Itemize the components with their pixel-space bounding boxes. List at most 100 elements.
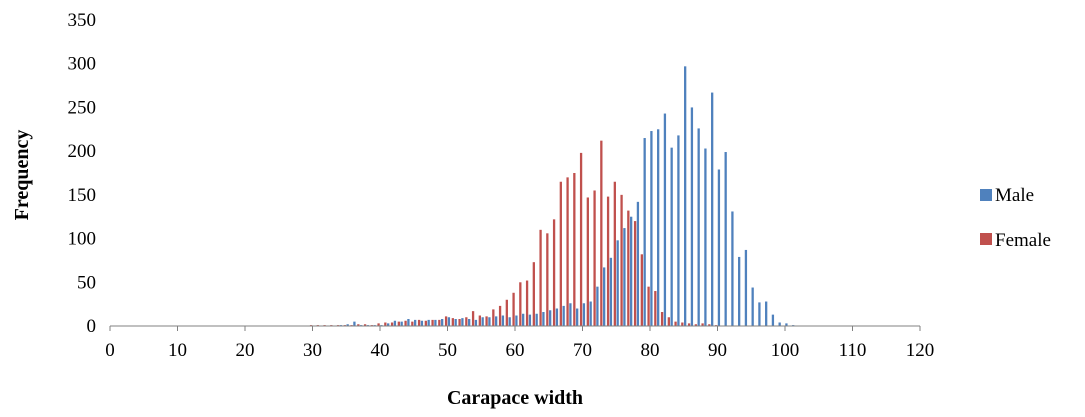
female-bar	[552, 219, 556, 326]
male-bar	[495, 316, 498, 326]
male-bar	[508, 317, 511, 326]
male-bar	[468, 319, 471, 326]
male-bar	[481, 317, 484, 326]
female-bar	[687, 323, 691, 326]
female-bar	[451, 318, 454, 326]
male-bar	[711, 92, 714, 327]
male-bar	[670, 147, 673, 326]
female-bar	[505, 299, 508, 326]
male-bars-series	[339, 66, 795, 327]
x-axis-title: Carapace width	[447, 387, 583, 409]
male-bar	[623, 228, 626, 326]
female-bar	[633, 221, 637, 326]
female-bar	[559, 181, 562, 326]
female-bar	[532, 262, 535, 326]
female-bar	[384, 322, 387, 326]
male-bar	[454, 319, 457, 326]
female-bar	[674, 321, 677, 326]
male-bar	[522, 313, 525, 326]
female-bar	[627, 210, 630, 326]
female-bar	[579, 152, 583, 326]
female-bar	[593, 190, 596, 326]
x-tick-label: 50	[438, 340, 457, 361]
male-bar	[414, 319, 417, 326]
y-tick-label: 300	[68, 54, 97, 75]
male-bar	[765, 301, 768, 326]
x-tick-label: 110	[839, 340, 867, 361]
female-bar	[478, 315, 481, 326]
y-tick-label: 150	[68, 185, 97, 206]
legend-label-female: Female	[995, 230, 1051, 251]
male-bar	[697, 128, 700, 326]
male-bar	[724, 152, 727, 326]
legend: Male Female	[980, 185, 1051, 251]
x-tick-label: 0	[105, 340, 115, 361]
male-bar	[616, 240, 619, 326]
female-bar	[458, 319, 461, 326]
y-tick-label: 0	[87, 316, 97, 337]
male-bar	[549, 310, 552, 326]
male-bar	[555, 308, 559, 326]
female-bar	[431, 319, 434, 326]
female-bar	[606, 196, 610, 326]
male-bar	[393, 320, 397, 326]
female-bar	[471, 311, 475, 326]
x-tick-label: 80	[641, 340, 660, 361]
male-bar	[758, 302, 761, 326]
male-bar	[636, 201, 640, 326]
female-bar	[512, 292, 515, 326]
male-bar	[785, 323, 788, 326]
y-tick-label: 200	[68, 141, 97, 162]
male-bar	[677, 135, 680, 326]
female-bar	[586, 197, 589, 326]
male-bar	[778, 322, 781, 326]
female-bar	[492, 309, 495, 326]
male-bar	[589, 301, 592, 326]
legend-swatch-male	[980, 189, 992, 201]
female-bar	[708, 324, 711, 326]
female-bar	[411, 321, 414, 326]
female-bar	[681, 322, 684, 326]
male-bar	[744, 249, 748, 326]
male-bar	[643, 138, 646, 326]
male-bar	[731, 211, 734, 326]
y-tick-label: 50	[77, 272, 96, 293]
legend-label-male: Male	[995, 185, 1034, 206]
female-bar	[390, 322, 394, 326]
male-bar	[630, 216, 633, 326]
male-bar	[501, 315, 505, 326]
female-bars-series	[309, 140, 718, 326]
male-bar	[603, 267, 606, 326]
female-bar	[701, 323, 704, 326]
female-bar	[600, 140, 603, 326]
female-bar	[539, 229, 542, 326]
male-bar	[657, 129, 660, 326]
male-bar	[387, 323, 390, 326]
x-tick-label: 100	[771, 340, 800, 361]
male-bar	[407, 319, 410, 326]
female-bar	[525, 280, 529, 326]
y-axis-ticks: 0 50 100 150 200 250 300 350	[68, 10, 97, 337]
male-bar	[346, 324, 349, 326]
male-bar	[420, 320, 424, 326]
y-tick-label: 250	[68, 97, 97, 118]
female-bar	[640, 254, 643, 326]
male-bar	[751, 287, 754, 326]
male-bar	[650, 131, 653, 326]
x-tick-label: 30	[303, 340, 322, 361]
male-bar	[771, 314, 775, 326]
x-tick-label: 10	[168, 340, 187, 361]
female-bar	[694, 324, 697, 326]
male-bar	[353, 321, 356, 326]
male-bar	[717, 169, 721, 326]
female-bar	[566, 177, 569, 326]
female-bar	[654, 291, 657, 326]
male-bar	[704, 148, 707, 326]
x-tick-label: 70	[573, 340, 592, 361]
female-bar	[357, 324, 360, 326]
male-bar	[488, 317, 491, 326]
female-bar	[444, 316, 448, 326]
male-bar	[447, 317, 451, 326]
x-tick-label: 40	[371, 340, 390, 361]
